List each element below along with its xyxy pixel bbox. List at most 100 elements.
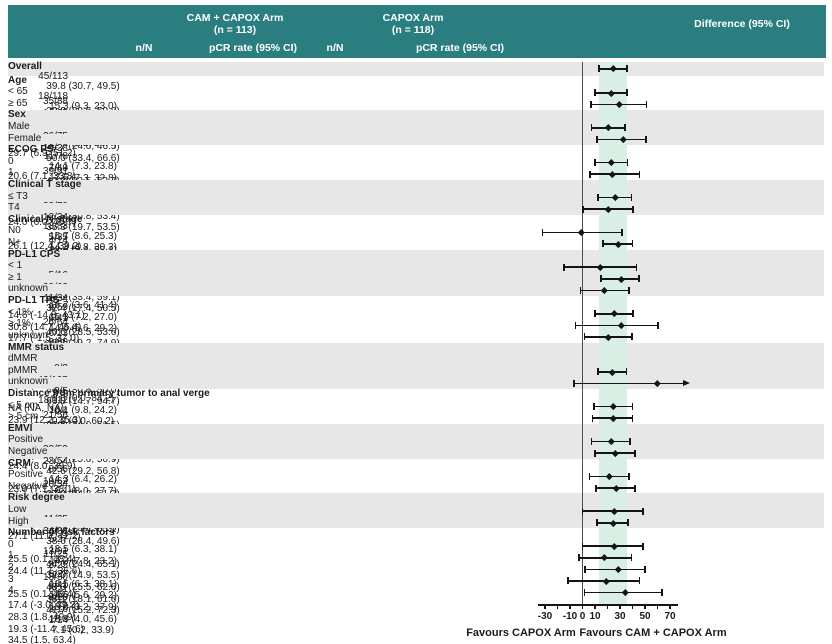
arm1-header: CAM + CAPOX Arm (n = 113) <box>140 12 330 36</box>
arm1-title: CAM + CAPOX Arm <box>186 12 284 24</box>
arm2-nN-value: 18/112 <box>38 394 68 406</box>
subgroup-label: < 65 <box>8 86 28 98</box>
arm1-nN-value: 11/34 <box>43 293 68 305</box>
subgroup-label: ≤ 5 cm <box>8 399 38 411</box>
subgroup-label: Overall <box>8 61 42 72</box>
arm2-nN-value: 3/20 <box>48 592 68 604</box>
subgroup-label: 2 <box>8 562 14 574</box>
difference-value: 34.5 (1.5, 63.4) <box>8 635 76 644</box>
subgroup-label: 0 <box>8 155 14 167</box>
difference-value: NA (NA, NA) <box>8 403 65 415</box>
subgroup-label: Negative <box>8 480 48 492</box>
arm1-nN-value: 8/21 <box>48 583 68 595</box>
arm2-pcr-value: 15.0 (3.2, 37.9) <box>49 602 117 614</box>
arm2-nN-value: 13/91 <box>42 545 68 557</box>
table-row: Risk degree <box>8 493 824 506</box>
arm1-nN-value: 21/56 <box>42 409 68 421</box>
arm1-pcr-value: 38.6 (28.4, 49.6) <box>46 535 120 547</box>
arm1-pcr-value: 38.1 (18.1, 61.6) <box>46 593 120 605</box>
table-row: 3 8/21 38.1 (18.1, 61.6) 3/16 18.8 (4.0, 45.… <box>8 573 824 634</box>
col-header-pcr-arm1: pCR rate (95% CI) <box>208 42 298 54</box>
subgroup-label: Positive <box>8 469 44 481</box>
col-header-nN-arm2: n/N <box>326 42 344 54</box>
arm1-pcr-value: 37.3 (25.0, 50.9) <box>46 454 120 466</box>
difference-value: 25.5 (0.1, 48.4) <box>8 588 76 600</box>
arm1-nN-value: 8/25 <box>48 560 68 572</box>
arm1-pcr-value: 32.0 (14.9, 53.5) <box>46 570 120 582</box>
subgroup-label: 1 <box>8 167 14 179</box>
arm1-nN-value: 5/12 <box>48 595 68 607</box>
table-row: CRM <box>8 458 824 471</box>
arm2-pcr-value: 16.7 (3.6, 41.4) <box>49 300 117 312</box>
difference-value: 17.7 (-1.5, 37.0) <box>8 333 80 345</box>
subgroup-label: 3 <box>8 573 14 585</box>
arm1-nN-value: 3/5 <box>54 386 68 398</box>
table-row: EMVI <box>8 423 824 436</box>
subgroup-label: > 5 cm <box>8 411 39 423</box>
subgroup-label: ≤ T3 <box>8 190 28 202</box>
table-row: T4 12/34 35.3 (19.7, 53.5) 5/35 14.3 (4.8, 3… <box>8 203 824 263</box>
table-row: < 15/1631.3 (11.0, 58.7)3/1816.7 (3.6, 4… <box>8 260 824 321</box>
arm2-nN-value: 5/27 <box>48 534 68 546</box>
difference-value: 23.0 (7.1, 38.1) <box>8 484 76 496</box>
subgroup-label: Positive <box>8 434 44 446</box>
difference-value: 19.3 (-11.4, 45.6) <box>8 623 84 635</box>
arm1-nN-value: 35/88 <box>42 96 68 108</box>
arm2-pcr-value: 14.1 (7.3, 23.8) <box>49 160 117 172</box>
arm2-nN-value: 1/14 <box>48 615 68 627</box>
arm2-pcr-value: 18.5 (6.3, 38.1) <box>49 578 117 590</box>
arm2-pcr-value: 15.3 (7.2, 27.0) <box>49 311 117 323</box>
table-row: ≥ 6510/2540.0 (21.1, 61.3)3/2910.3 (2.2,… <box>8 97 824 158</box>
subgroup-label: unknown <box>8 283 49 295</box>
arm2-pcr-value: 16.1 (9.8, 24.2) <box>49 404 117 416</box>
subgroup-label: ≥ 65 <box>8 97 28 109</box>
difference-value: 26.1 (12.4, 39.2) <box>8 240 82 252</box>
arm1-pcr-value: 40.0 (30.6, 50.0) <box>46 384 120 396</box>
difference-value: 20.6 (7.1, 33.8) <box>8 170 76 182</box>
subgroup-label: Clinical N stage <box>8 213 83 225</box>
table-row: Overall 45/113 39.8 (30.7, 49.5) 18/118 15.3… <box>8 61 824 122</box>
subgroup-label: Sex <box>8 109 26 121</box>
arm1-nN-value: 11/25 <box>43 548 68 560</box>
arm1-pcr-value: 44.0 (24.4, 65.1) <box>46 524 120 536</box>
table-row: unknown13/3636.1 (20.8, 53.8)7/4515.6 (6… <box>8 329 824 390</box>
difference-value: 28.3 (1.8, 49.9) <box>8 612 76 624</box>
subgroup-label: Number of risk factors <box>8 527 115 539</box>
subgroup-label: Female <box>8 132 42 144</box>
arm2-n: (n = 118) <box>391 24 435 36</box>
arm1-pcr-value: 46.0 (33.4, 59.1) <box>46 291 120 303</box>
arm2-nN-value: 13/83 <box>42 220 68 232</box>
arm1-pcr-value: 42.6 (29.2, 56.8) <box>46 466 120 477</box>
table-row: Negative 23/54 42.6 (29.2, 56.8) 10/62 16.1 … <box>8 447 824 507</box>
arm2-nN-value: 8/56 <box>48 464 68 476</box>
arm2-header: CAPOX Arm (n = 118) <box>318 12 508 36</box>
subgroup-label: Male <box>8 120 30 132</box>
arm2-nN-value: 7/40 <box>48 162 68 174</box>
table-row: Distance from primary tumor to anal verg… <box>8 388 824 401</box>
difference-value: 24.4 (11.7, 36.6) <box>8 565 81 577</box>
arm2-nN-value: 5/27 <box>48 568 68 580</box>
arm1-n: (n = 113) <box>213 24 257 36</box>
difference-value: 23.9 (12.2, 35.3) <box>8 414 82 426</box>
table-row: Clinical N stage <box>8 213 824 227</box>
table-row: 0 11/25 44.0 (24.4, 65.1) 5/27 18.5 (6.3, 38… <box>8 539 824 599</box>
subgroup-label: < 1 <box>8 260 23 272</box>
arm2-nN-value: 3/16 <box>48 603 68 615</box>
arm1-nN-value: 12/34 <box>42 212 68 224</box>
subgroup-label: Age <box>8 74 27 86</box>
arm1-pcr-value: 32.4 (17.4, 50.5) <box>46 303 120 315</box>
table-row: unknown 11/34 32.4 (17.4, 50.5) 6/41 14.6 (5… <box>8 283 824 344</box>
difference-value: 25.5 (0.1, 48.4) <box>8 554 76 566</box>
table-row: N+41/9941.4 (31.6, 51.8)13/10112.9 (7.0,… <box>8 238 824 298</box>
subgroup-label: unknown <box>8 329 49 341</box>
arm2-pcr-value: 0.0 (0.0, 84.2) <box>51 393 115 405</box>
subgroup-label: < 1% <box>8 306 32 318</box>
arm2-pcr-value: 18.5 (6.3, 38.1) <box>49 544 117 556</box>
subgroup-label: PD-L1 CPS <box>8 248 61 260</box>
difference-value: 29.7 (6.9, 51.2) <box>8 147 76 159</box>
